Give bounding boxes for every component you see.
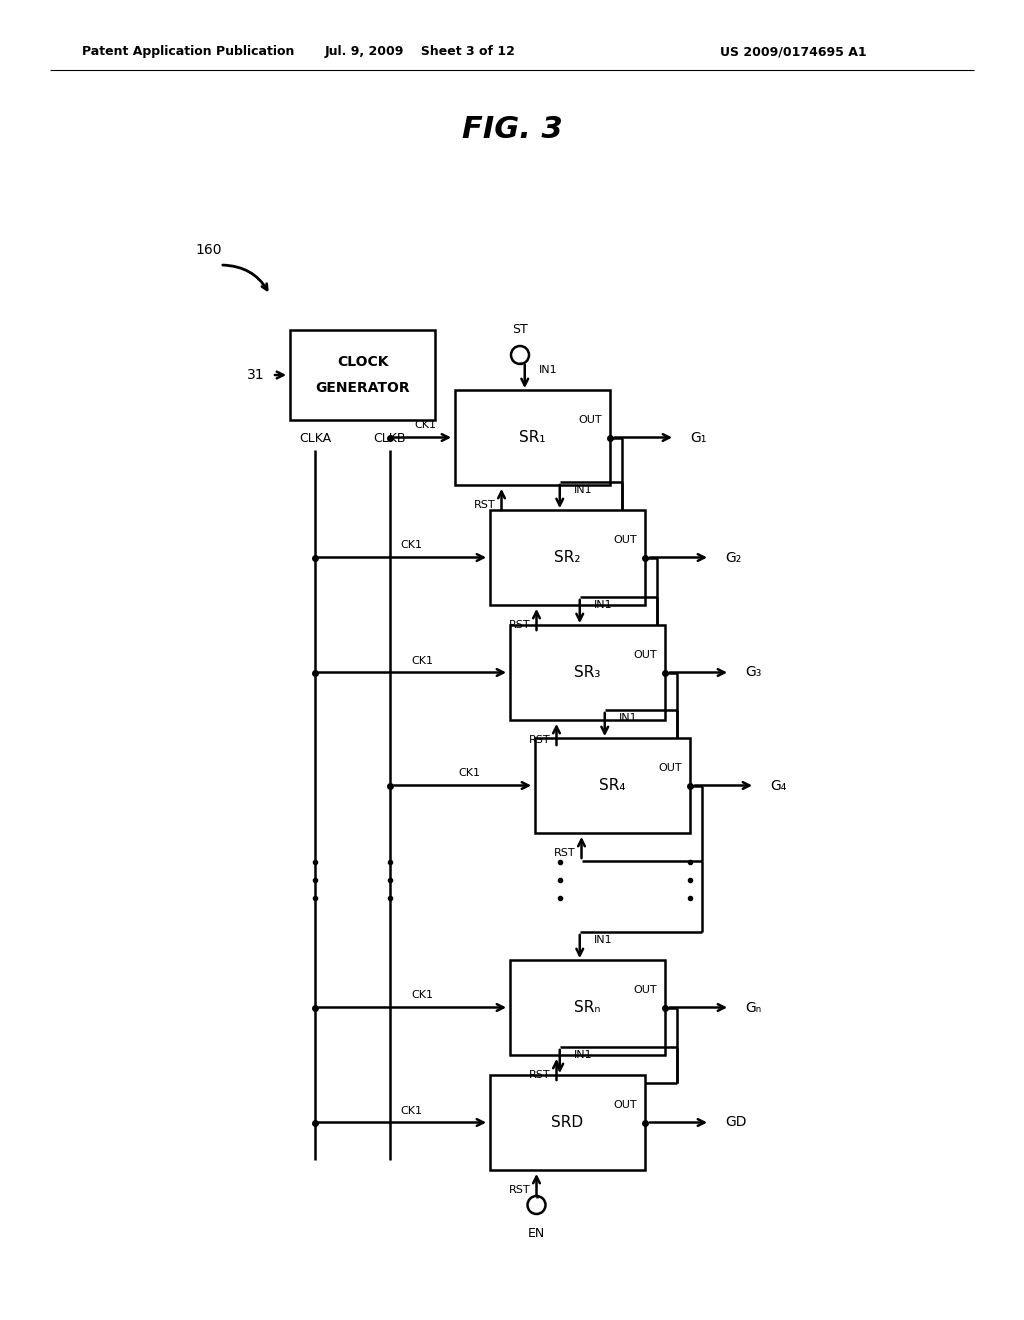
Text: G₂: G₂ [725,550,741,565]
Bar [535,738,690,833]
Text: Patent Application Publication: Patent Application Publication [82,45,294,58]
Text: CLKB: CLKB [374,432,407,445]
Text: G₃: G₃ [745,665,762,680]
Text: CK1: CK1 [412,990,433,1001]
Bar [490,510,645,605]
Text: IN1: IN1 [618,713,637,723]
Text: CK1: CK1 [415,421,437,430]
Text: IN1: IN1 [573,484,592,495]
Text: G₄: G₄ [770,779,786,792]
Text: OUT: OUT [658,763,682,774]
Text: RST: RST [554,847,575,858]
Text: Gₙ: Gₙ [745,1001,761,1015]
Text: OUT: OUT [634,651,657,660]
Text: RST: RST [509,620,530,630]
Bar [455,389,610,484]
Text: IN1: IN1 [594,935,612,945]
Text: SRₙ: SRₙ [574,1001,601,1015]
Text: OUT: OUT [613,1101,637,1110]
Text: CK1: CK1 [400,540,422,550]
Bar [290,330,435,420]
Text: OUT: OUT [634,986,657,995]
Text: FIG. 3: FIG. 3 [462,116,562,144]
Text: RST: RST [528,1071,551,1080]
Bar [490,1074,645,1170]
Text: GD: GD [725,1115,746,1130]
Bar [510,624,665,719]
Text: SR₂: SR₂ [554,550,581,565]
Text: IN1: IN1 [594,601,612,610]
Bar [510,960,665,1055]
Text: SRD: SRD [552,1115,584,1130]
Text: RST: RST [474,500,496,510]
Text: SR₁: SR₁ [519,430,546,445]
Text: CK1: CK1 [412,656,433,665]
Text: CLOCK: CLOCK [337,355,388,368]
Text: Jul. 9, 2009    Sheet 3 of 12: Jul. 9, 2009 Sheet 3 of 12 [325,45,515,58]
Text: 160: 160 [195,243,221,257]
Text: US 2009/0174695 A1: US 2009/0174695 A1 [720,45,866,58]
Text: CK1: CK1 [400,1106,422,1115]
Text: SR₃: SR₃ [574,665,601,680]
Text: CK1: CK1 [459,768,480,779]
Text: EN: EN [528,1228,545,1239]
Text: RST: RST [528,735,551,744]
Text: OUT: OUT [613,536,637,545]
Text: CLKA: CLKA [299,432,331,445]
Text: 31: 31 [248,368,265,381]
Text: SR₄: SR₄ [599,777,626,793]
Text: GENERATOR: GENERATOR [315,381,410,396]
Text: G₁: G₁ [690,430,707,445]
Text: IN1: IN1 [539,366,557,375]
Text: RST: RST [509,1185,530,1195]
Text: IN1: IN1 [573,1049,592,1060]
Text: ST: ST [512,323,528,337]
Text: OUT: OUT [579,416,602,425]
